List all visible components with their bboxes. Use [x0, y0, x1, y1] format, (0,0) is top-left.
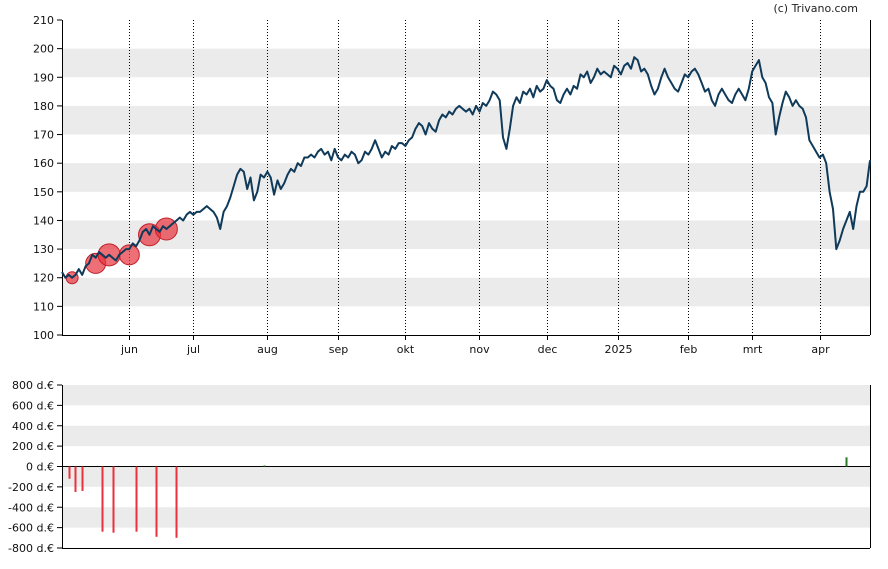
x-tick-label: jun — [120, 343, 138, 356]
x-tick-label: mrt — [743, 343, 763, 356]
x-tick-label: 2025 — [605, 343, 633, 356]
x-tick-label: dec — [538, 343, 558, 356]
x-tick-label: aug — [257, 343, 278, 356]
price-line — [61, 56, 871, 279]
y-tick-label: 100 — [33, 329, 54, 342]
volume-y-tick-label: -800 d.€ — [8, 542, 54, 555]
volume-y-tick-label: 600 d.€ — [12, 399, 54, 412]
y-tick-label: 190 — [33, 71, 54, 84]
y-tick-label: 170 — [33, 129, 54, 142]
price-grid-band — [62, 220, 870, 250]
x-tick-label: feb — [680, 343, 698, 356]
price-grid-band — [62, 277, 870, 307]
x-tick-label: sep — [329, 343, 348, 356]
y-tick-label: 120 — [33, 272, 54, 285]
volume-y-tick-label: -400 d.€ — [8, 501, 54, 514]
x-tick-label: okt — [397, 343, 415, 356]
volume-y-tick-label: -600 d.€ — [8, 522, 54, 535]
y-tick-label: 200 — [33, 43, 54, 56]
price-grid-band — [62, 163, 870, 192]
x-tick-label: apr — [811, 343, 830, 356]
y-tick-label: 140 — [33, 214, 54, 227]
y-tick-label: 180 — [33, 100, 54, 113]
volume-y-tick-label: 400 d.€ — [12, 420, 54, 433]
y-tick-label: 210 — [33, 14, 54, 27]
x-tick-label: nov — [469, 343, 490, 356]
price-grid-band — [62, 105, 870, 135]
volume-y-tick-label: 800 d.€ — [12, 379, 54, 392]
volume-grid-band — [62, 507, 870, 528]
credit-label: (c) Trivano.com — [773, 2, 858, 15]
volume-grid-band — [62, 385, 870, 406]
x-tick-label: jul — [186, 343, 200, 356]
y-tick-label: 130 — [33, 243, 54, 256]
y-tick-label: 160 — [33, 157, 54, 170]
volume-y-tick-label: 200 d.€ — [12, 440, 54, 453]
volume-y-tick-label: 0 d.€ — [26, 461, 54, 474]
volume-y-tick-label: -200 d.€ — [8, 481, 54, 494]
y-tick-label: 150 — [33, 186, 54, 199]
price-grid-band — [62, 48, 870, 78]
y-tick-label: 110 — [33, 300, 54, 313]
volume-grid-band — [62, 466, 870, 487]
volume-grid-band — [62, 425, 870, 447]
